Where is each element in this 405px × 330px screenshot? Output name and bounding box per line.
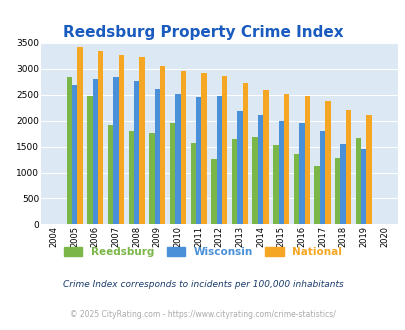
Bar <box>273 145 278 224</box>
Bar <box>201 73 206 224</box>
Bar <box>154 88 160 224</box>
Text: Reedsburg Property Crime Index: Reedsburg Property Crime Index <box>62 25 343 41</box>
Bar <box>298 123 304 224</box>
Bar <box>237 111 242 224</box>
Bar <box>360 149 366 224</box>
Bar <box>355 138 360 224</box>
Bar <box>128 131 134 224</box>
Bar <box>180 71 185 224</box>
Bar <box>196 97 201 224</box>
Bar <box>324 101 330 224</box>
Bar <box>334 157 340 224</box>
Bar <box>278 121 283 224</box>
Bar <box>293 154 298 224</box>
Bar <box>304 96 309 224</box>
Bar <box>190 143 196 224</box>
Bar <box>98 51 103 224</box>
Bar <box>160 66 165 224</box>
Bar <box>340 144 345 224</box>
Bar <box>222 76 227 224</box>
Bar <box>319 131 324 224</box>
Bar <box>108 125 113 224</box>
Bar <box>77 47 83 224</box>
Bar <box>257 115 262 224</box>
Bar <box>169 123 175 224</box>
Bar <box>175 94 180 224</box>
Text: Crime Index corresponds to incidents per 100,000 inhabitants: Crime Index corresponds to incidents per… <box>62 280 343 289</box>
Legend: Reedsburg, Wisconsin, National: Reedsburg, Wisconsin, National <box>59 243 346 261</box>
Bar <box>366 115 371 224</box>
Bar <box>242 83 247 224</box>
Bar <box>87 96 92 224</box>
Bar <box>113 77 118 224</box>
Bar <box>139 57 144 224</box>
Bar <box>252 137 257 224</box>
Bar <box>313 166 319 224</box>
Bar <box>211 159 216 224</box>
Bar <box>92 79 98 224</box>
Bar <box>134 81 139 224</box>
Bar <box>149 133 154 224</box>
Bar <box>283 94 288 224</box>
Bar <box>118 55 124 224</box>
Bar <box>72 85 77 224</box>
Text: © 2025 CityRating.com - https://www.cityrating.com/crime-statistics/: © 2025 CityRating.com - https://www.city… <box>70 310 335 319</box>
Bar <box>231 139 237 224</box>
Bar <box>262 89 268 224</box>
Bar <box>216 96 222 224</box>
Bar <box>66 77 72 224</box>
Bar <box>345 110 350 224</box>
